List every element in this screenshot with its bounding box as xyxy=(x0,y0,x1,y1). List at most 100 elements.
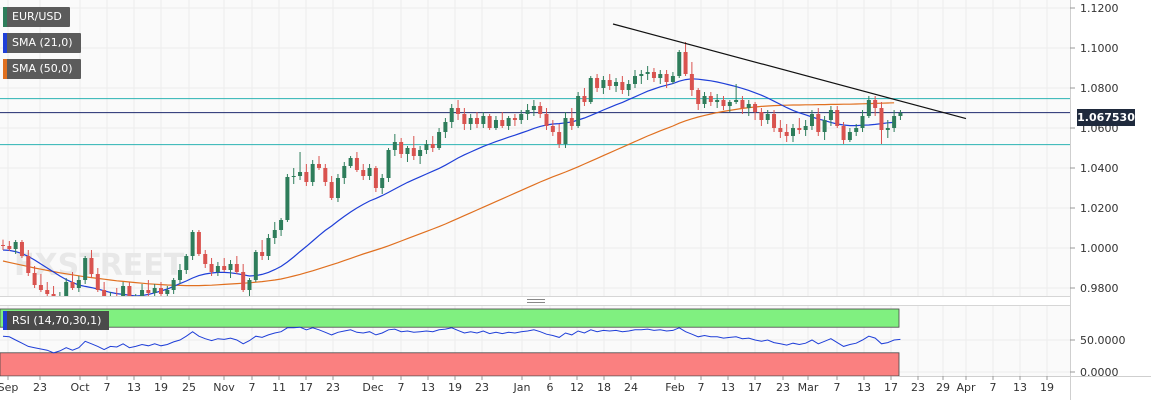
candle-body-42 xyxy=(266,238,271,256)
candle-body-109 xyxy=(689,74,694,90)
candlesticks xyxy=(1,42,903,296)
rsi-tick-label-0: 50.0000 xyxy=(1080,334,1126,347)
candle-body-76 xyxy=(481,116,486,124)
candle-body-57 xyxy=(361,170,366,176)
candle-body-65 xyxy=(411,148,416,156)
price-tick-label-0: 1.1200 xyxy=(1080,2,1119,15)
candle-body-77 xyxy=(487,116,492,128)
rsi-pane xyxy=(0,306,1070,377)
time-tick-label-30: 17 xyxy=(884,381,898,394)
candle-body-87 xyxy=(550,126,555,132)
candle-body-115 xyxy=(727,102,732,106)
time-tick-label-10: 17 xyxy=(299,381,313,394)
candle-body-124 xyxy=(784,132,789,136)
candle-body-130 xyxy=(822,120,827,132)
candle-body-39 xyxy=(247,280,252,290)
candle-body-60 xyxy=(380,178,385,188)
legend-sma50[interactable]: SMA (50,0) xyxy=(3,59,81,79)
candle-body-50 xyxy=(317,164,321,168)
price-tick-label-4: 1.0400 xyxy=(1080,162,1119,175)
time-tick-label-34: 7 xyxy=(990,381,997,394)
legend-sma50-swatch xyxy=(3,59,7,79)
time-tick-label-36: 19 xyxy=(1040,381,1054,394)
time-tick-label-15: 19 xyxy=(448,381,462,394)
candle-body-111 xyxy=(702,96,707,104)
price-tick-label-6: 1.0000 xyxy=(1080,242,1119,255)
time-tick-label-31: 23 xyxy=(911,381,925,394)
time-tick-label-12: Dec xyxy=(362,381,383,394)
time-tick-label-14: 13 xyxy=(421,381,435,394)
candle-body-15 xyxy=(95,274,100,290)
candle-body-8 xyxy=(51,294,56,296)
candle-body-123 xyxy=(778,128,783,132)
candle-body-5 xyxy=(32,273,37,285)
candle-body-61 xyxy=(386,150,391,178)
candle-body-86 xyxy=(544,114,549,126)
time-tick-label-3: 7 xyxy=(104,381,111,394)
candle-body-82 xyxy=(519,114,524,120)
candle-body-6 xyxy=(38,285,43,290)
candle-body-44 xyxy=(279,220,284,230)
candle-body-27 xyxy=(171,280,176,290)
candle-body-74 xyxy=(468,118,473,124)
candle-body-112 xyxy=(708,96,713,102)
candle-body-25 xyxy=(159,288,163,294)
candle-body-40 xyxy=(253,252,258,280)
candle-body-11 xyxy=(70,282,75,288)
time-tick-label-26: 23 xyxy=(776,381,790,394)
candle-body-54 xyxy=(342,166,347,178)
candle-body-52 xyxy=(329,182,334,198)
candle-body-91 xyxy=(576,96,581,126)
candle-body-135 xyxy=(854,128,859,132)
candle-body-118 xyxy=(746,104,751,108)
time-tick-label-19: 12 xyxy=(570,381,584,394)
candle-body-36 xyxy=(228,264,233,270)
candle-body-141 xyxy=(892,116,897,128)
candle-body-75 xyxy=(475,118,479,124)
legend-sma21-swatch xyxy=(3,33,7,53)
trendline xyxy=(612,23,967,120)
candle-body-41 xyxy=(260,252,265,256)
legend-eurusd-label: EUR/USD xyxy=(12,10,62,23)
candle-body-45 xyxy=(285,177,290,220)
candle-body-93 xyxy=(588,78,593,102)
sma-50-line xyxy=(2,102,895,287)
candle-body-66 xyxy=(418,150,423,156)
candle-body-90 xyxy=(569,118,574,126)
candle-body-131 xyxy=(828,110,833,120)
candle-body-4 xyxy=(26,256,31,273)
candle-body-68 xyxy=(430,144,435,148)
candle-body-113 xyxy=(715,100,720,102)
sma-50-path xyxy=(2,102,895,287)
candle-body-73 xyxy=(462,114,467,124)
legend-rsi-swatch xyxy=(3,311,7,330)
candle-body-133 xyxy=(841,126,846,140)
legend-rsi[interactable]: RSI (14,70,30,1) xyxy=(3,311,110,330)
candle-body-88 xyxy=(557,132,562,144)
candle-body-19 xyxy=(121,286,126,296)
legend-eurusd[interactable]: EUR/USD xyxy=(3,7,70,27)
candle-body-51 xyxy=(323,168,328,182)
candle-body-114 xyxy=(721,100,726,106)
candle-body-70 xyxy=(443,122,448,132)
candle-body-47 xyxy=(298,172,303,176)
time-tick-label-28: 7 xyxy=(834,381,841,394)
candle-body-80 xyxy=(506,118,511,126)
candle-body-38 xyxy=(241,272,246,290)
candle-body-30 xyxy=(190,232,195,256)
candle-body-117 xyxy=(740,100,745,108)
candle-body-97 xyxy=(614,82,619,86)
candle-body-32 xyxy=(203,254,208,264)
time-tick-label-7: Nov xyxy=(213,381,235,394)
pane-splitter[interactable] xyxy=(0,296,1070,306)
candle-body-22 xyxy=(140,290,145,296)
legend-sma21[interactable]: SMA (21,0) xyxy=(3,33,81,53)
time-tick-label-29: 13 xyxy=(857,381,871,394)
time-tick-label-4: 13 xyxy=(127,381,141,394)
time-tick-label-5: 19 xyxy=(154,381,168,394)
legend-sma50-label: SMA (50,0) xyxy=(12,62,73,75)
candle-body-95 xyxy=(601,80,606,88)
candle-body-96 xyxy=(607,80,612,86)
rsi-axis: 50.0000 0.0000 xyxy=(1070,334,1126,379)
